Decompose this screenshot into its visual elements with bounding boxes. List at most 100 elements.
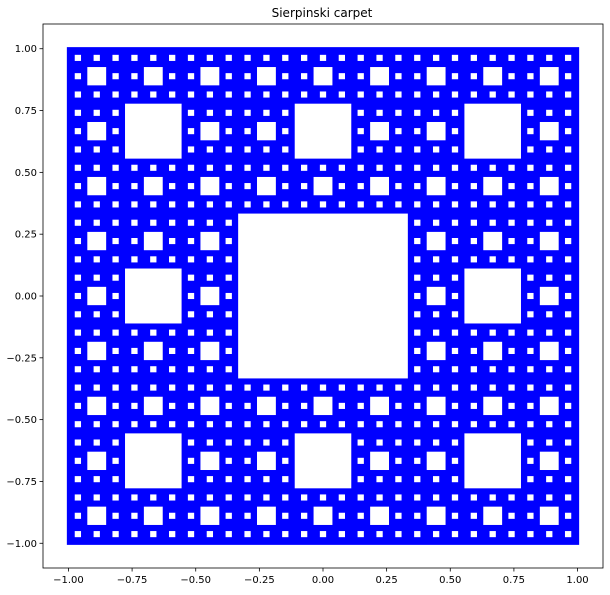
carpet-hole	[112, 512, 119, 519]
carpet-hole	[527, 274, 534, 281]
carpet-hole	[244, 421, 251, 428]
carpet-hole	[225, 164, 232, 171]
carpet-hole	[414, 164, 421, 171]
carpet-hole	[301, 91, 308, 98]
carpet-hole	[414, 439, 421, 446]
carpet-hole	[263, 476, 270, 483]
carpet-hole	[87, 396, 107, 416]
carpet-hole	[357, 109, 364, 116]
carpet-hole	[112, 531, 119, 538]
carpet-hole	[257, 121, 276, 141]
carpet-hole	[187, 146, 195, 153]
carpet-hole	[187, 402, 195, 409]
carpet-hole	[206, 164, 214, 171]
carpet-hole	[546, 384, 553, 391]
carpet-hole	[376, 439, 383, 446]
carpet-hole	[187, 292, 195, 300]
carpet-hole	[125, 268, 182, 324]
carpet-hole	[169, 329, 176, 336]
carpet-hole	[74, 274, 82, 281]
carpet-hole	[169, 237, 176, 245]
carpet-hole	[263, 54, 270, 61]
carpet-hole	[244, 494, 251, 501]
carpet-hole	[564, 128, 572, 135]
x-tick-label: −0.50	[180, 575, 211, 586]
carpet-hole	[282, 128, 289, 135]
carpet-hole	[546, 476, 553, 483]
carpet-hole	[395, 146, 402, 153]
carpet-hole	[414, 183, 421, 190]
carpet-hole	[527, 292, 534, 300]
carpet-hole	[539, 341, 559, 361]
carpet-hole	[87, 286, 107, 306]
carpet-hole	[546, 109, 553, 116]
carpet-hole	[546, 439, 553, 446]
carpet-hole	[263, 494, 270, 501]
carpet-hole	[187, 494, 195, 501]
carpet-hole	[200, 396, 220, 416]
carpet-hole	[414, 128, 421, 135]
carpet-hole	[564, 54, 572, 61]
carpet-hole	[150, 219, 157, 226]
carpet-hole	[338, 73, 345, 80]
carpet-hole	[564, 91, 572, 98]
carpet-hole	[527, 457, 534, 464]
carpet-hole	[206, 329, 214, 336]
carpet-hole	[257, 176, 276, 196]
carpet-hole	[112, 457, 119, 464]
carpet-hole	[200, 231, 220, 251]
carpet-hole	[451, 237, 459, 245]
carpet-hole	[301, 73, 308, 80]
carpet-hole	[338, 494, 345, 501]
carpet-hole	[414, 256, 421, 263]
carpet-hole	[74, 421, 82, 428]
carpet-hole	[206, 274, 214, 281]
carpet-hole	[414, 219, 421, 226]
carpet-hole	[263, 439, 270, 446]
carpet-hole	[225, 146, 232, 153]
carpet-hole	[187, 329, 195, 336]
carpet-hole	[187, 201, 195, 208]
carpet-hole	[282, 476, 289, 483]
carpet-hole	[244, 146, 251, 153]
carpet-hole	[508, 91, 515, 98]
carpet-hole	[301, 494, 308, 501]
carpet-hole	[187, 384, 195, 391]
carpet-hole	[357, 201, 364, 208]
carpet-hole	[131, 237, 138, 245]
carpet-hole	[527, 201, 534, 208]
carpet-hole	[93, 476, 100, 483]
carpet-hole	[301, 512, 308, 519]
carpet-hole	[200, 176, 220, 196]
carpet-hole	[74, 109, 82, 116]
carpet-hole	[263, 421, 270, 428]
carpet-hole	[313, 67, 333, 86]
carpet-hole	[432, 146, 440, 153]
carpet-hole	[74, 384, 82, 391]
carpet-hole	[546, 91, 553, 98]
carpet-hole	[200, 506, 220, 525]
carpet-hole	[527, 219, 534, 226]
carpet-hole	[319, 54, 327, 61]
carpet-hole	[470, 329, 477, 336]
carpet-hole	[112, 384, 119, 391]
carpet-hole	[357, 91, 364, 98]
carpet-hole	[93, 531, 100, 538]
carpet-hole	[414, 531, 421, 538]
carpet-hole	[483, 506, 503, 525]
carpet-hole	[263, 164, 270, 171]
carpet-hole	[432, 201, 440, 208]
carpet-hole	[470, 421, 477, 428]
carpet-hole	[451, 201, 459, 208]
carpet-hole	[206, 531, 214, 538]
carpet-hole	[414, 512, 421, 519]
carpet-hole	[508, 384, 515, 391]
carpet-hole	[489, 219, 496, 226]
carpet-hole	[244, 439, 251, 446]
carpet-hole	[187, 128, 195, 135]
carpet-hole	[169, 73, 176, 80]
x-tick-label: 1.00	[566, 575, 588, 586]
y-tick-label: −0.50	[6, 415, 37, 426]
carpet-hole	[282, 201, 289, 208]
